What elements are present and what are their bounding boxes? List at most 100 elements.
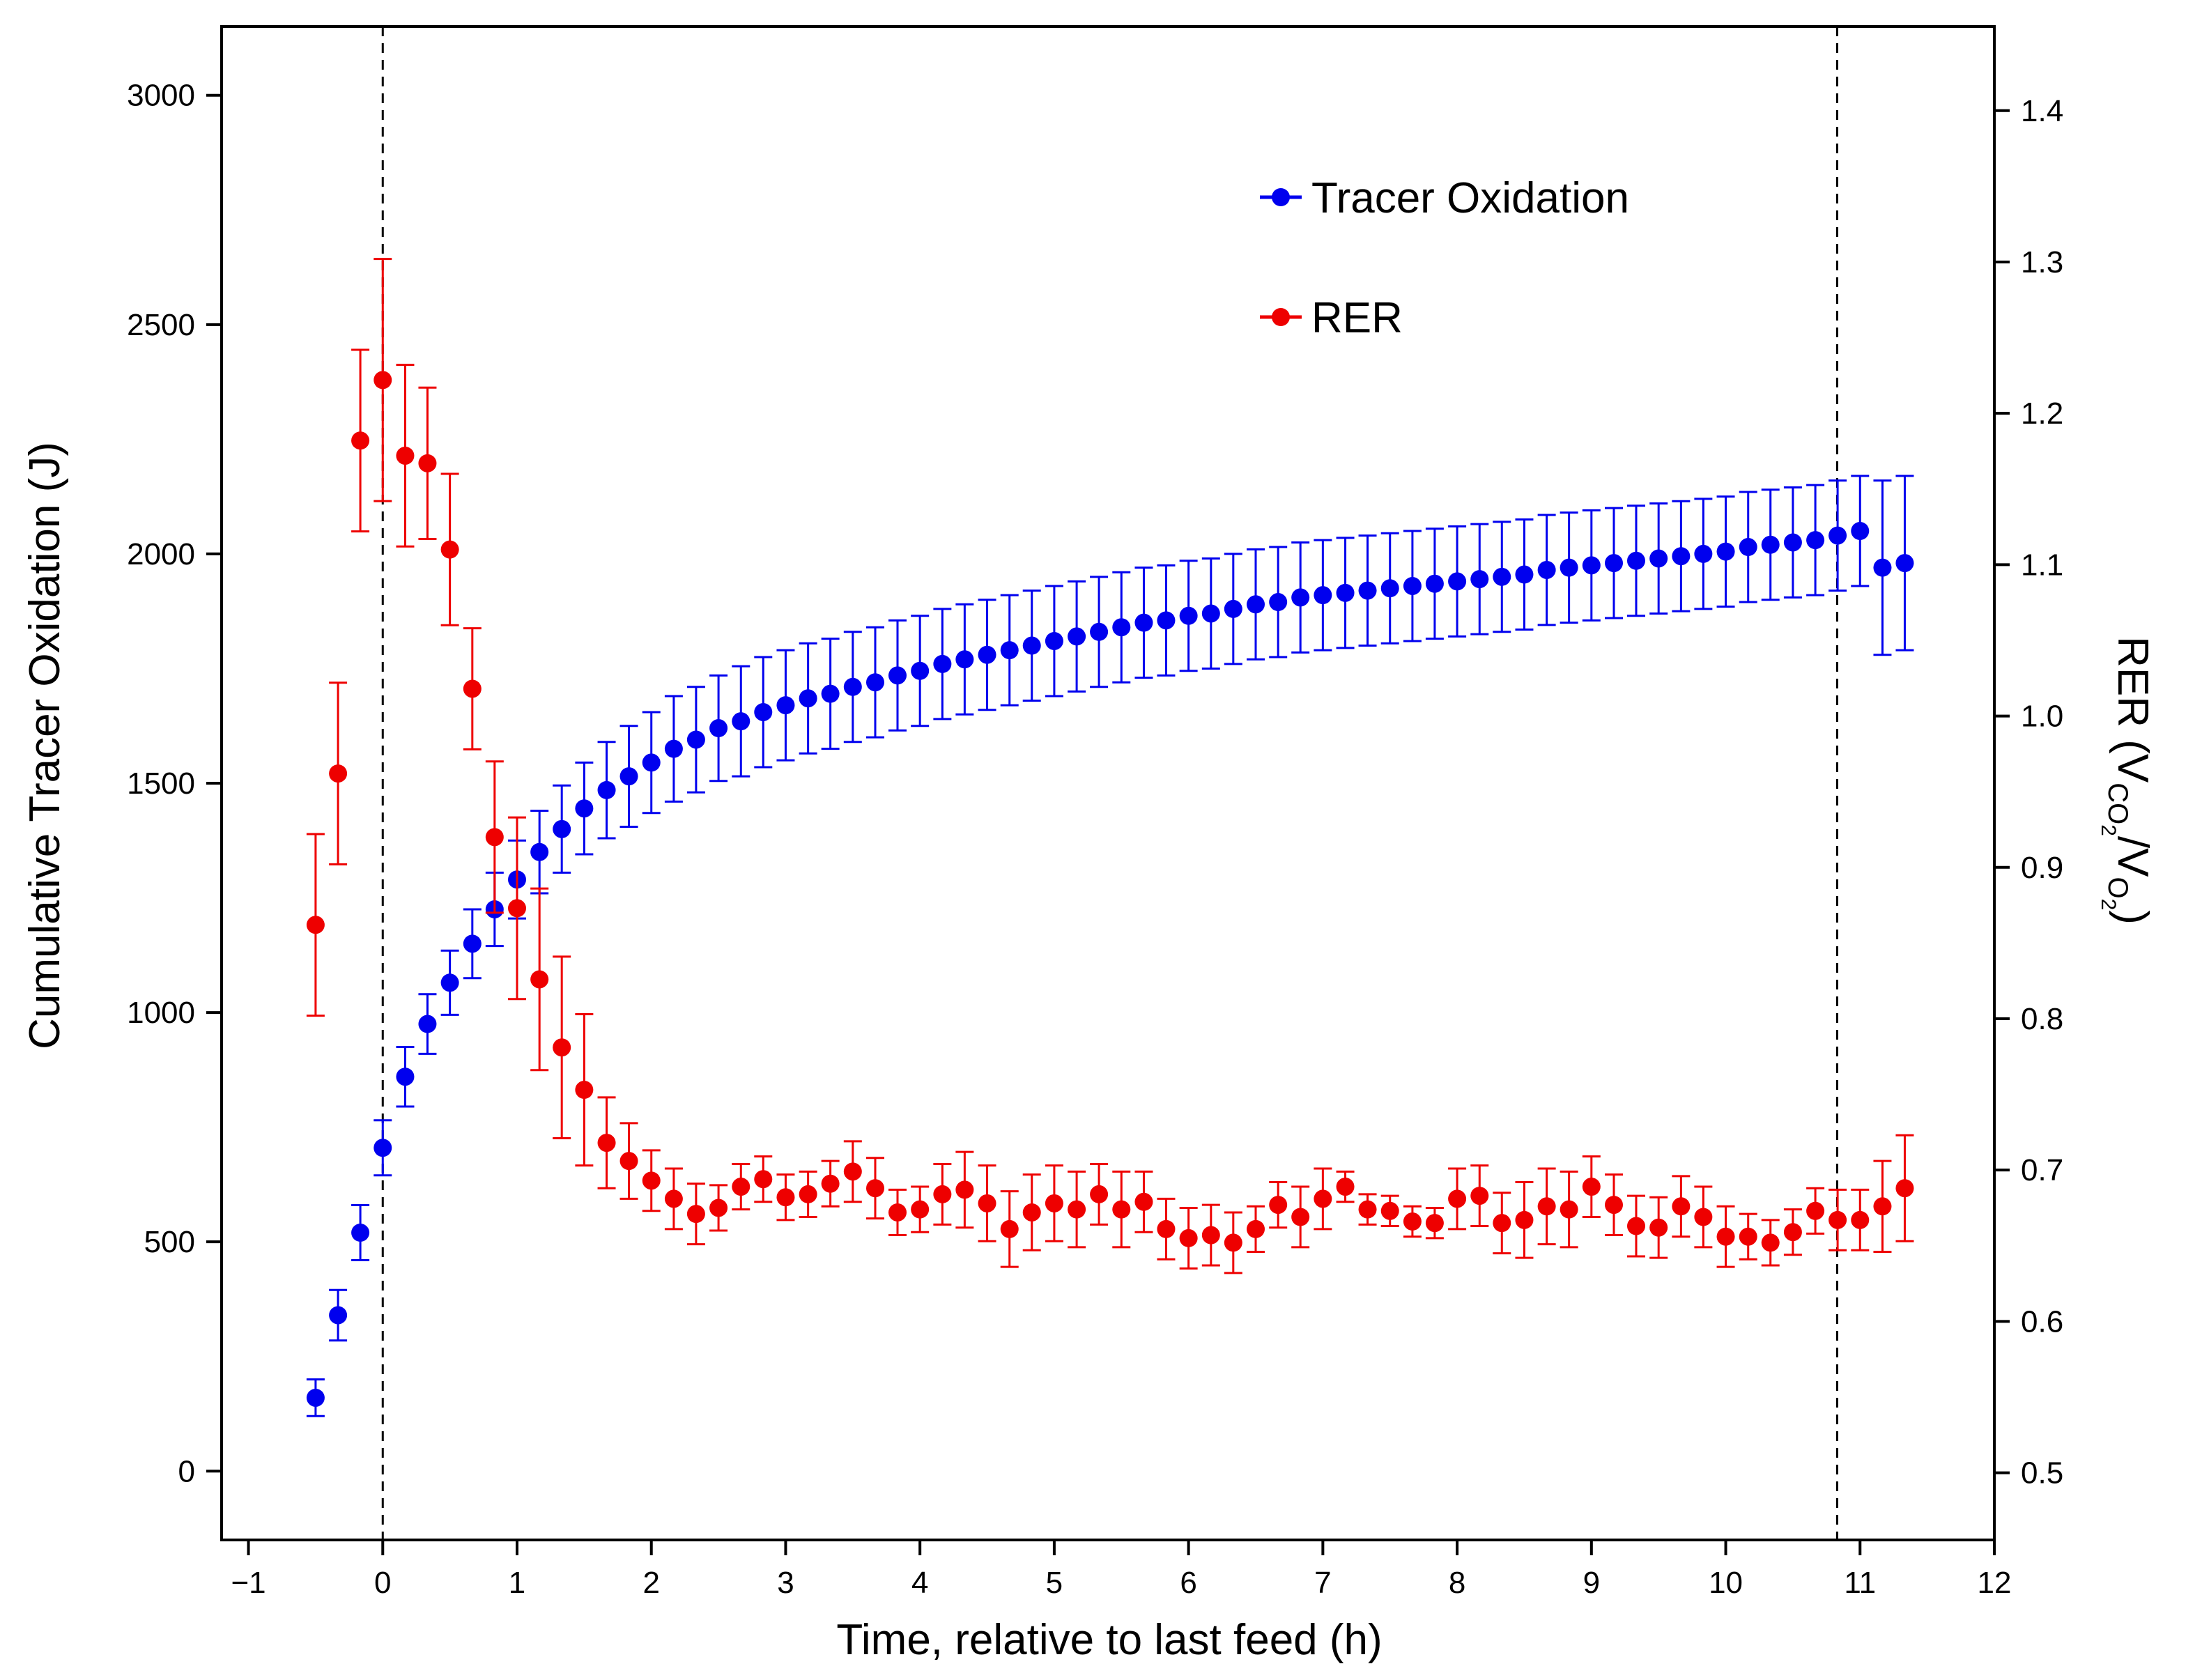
data-point: [1157, 1219, 1176, 1238]
series-rer: [306, 258, 1914, 1274]
y-left-tick-label: 2500: [127, 308, 195, 342]
data-point: [553, 1038, 571, 1057]
x-tick-label: −1: [231, 1566, 265, 1600]
data-point: [1626, 551, 1645, 570]
data-point: [911, 661, 930, 680]
x-tick-label: 2: [642, 1566, 659, 1600]
y-right-tick-label: 1.0: [2021, 700, 2063, 734]
data-point: [1291, 1208, 1310, 1226]
y-left-tick-label: 2000: [127, 537, 195, 571]
data-point: [1515, 565, 1534, 584]
data-point: [1493, 1214, 1511, 1233]
data-point: [754, 702, 773, 721]
data-point: [754, 1170, 773, 1189]
data-point: [686, 730, 705, 749]
data-point: [1358, 1200, 1377, 1219]
svg-text:RER (VCO2/VO2): RER (VCO2/VO2): [2097, 636, 2157, 925]
y-right-tick-label: 1.4: [2021, 94, 2063, 128]
data-point: [1448, 572, 1467, 591]
data-point: [776, 696, 795, 715]
x-tick-label: 0: [374, 1566, 391, 1600]
x-tick-label: 12: [1978, 1566, 2012, 1600]
vo2-v: V: [2109, 848, 2157, 877]
data-point: [1806, 1201, 1825, 1220]
data-point: [1716, 1227, 1735, 1246]
data-point: [642, 753, 661, 772]
data-point: [1314, 586, 1332, 605]
vco2-sub: CO: [2102, 783, 2133, 824]
data-point: [575, 799, 594, 818]
data-point: [888, 1203, 907, 1222]
data-point: [1380, 579, 1399, 598]
data-point: [1537, 560, 1556, 579]
data-point: [1895, 1179, 1914, 1198]
data-point: [1380, 1201, 1399, 1220]
y-right-tick-label: 0.7: [2021, 1153, 2063, 1187]
data-point: [978, 645, 996, 664]
data-point: [776, 1188, 795, 1207]
data-point: [1045, 631, 1063, 650]
data-point: [1672, 547, 1691, 566]
vo2-subsub: 2: [2097, 899, 2120, 911]
y-left-tick-label: 1000: [127, 996, 195, 1030]
y-left-tick-label: 1500: [127, 766, 195, 801]
data-point: [1224, 599, 1242, 618]
rer-label-slash: /: [2109, 836, 2157, 849]
data-point: [1761, 1233, 1780, 1252]
x-tick-label: 3: [777, 1566, 794, 1600]
data-point: [1179, 1228, 1198, 1247]
x-tick-label: 10: [1709, 1566, 1743, 1600]
data-point: [1425, 1214, 1444, 1233]
data-point: [1201, 1226, 1220, 1244]
y-left-tick-label: 500: [144, 1225, 195, 1259]
data-point: [1761, 535, 1780, 554]
data-point: [1045, 1194, 1063, 1212]
data-point: [418, 1015, 437, 1033]
data-point: [1134, 1192, 1153, 1211]
data-point: [329, 764, 348, 783]
data-point: [1068, 627, 1086, 646]
vco2-v: V: [2109, 754, 2157, 783]
data-point: [1828, 1210, 1847, 1229]
data-point: [1179, 606, 1198, 625]
data-point: [485, 828, 504, 847]
y-right-tick-label: 0.5: [2021, 1456, 2063, 1490]
data-point: [396, 446, 415, 465]
data-point: [1448, 1189, 1467, 1208]
y-right-tick-label: 0.6: [2021, 1304, 2063, 1339]
data-point: [1739, 538, 1757, 557]
data-point: [1336, 1178, 1355, 1196]
data-point: [732, 712, 750, 731]
data-point: [1873, 558, 1892, 577]
data-point: [463, 679, 482, 698]
y-left-tick-label: 0: [178, 1454, 195, 1488]
rer-label-suffix: ): [2109, 910, 2157, 925]
data-point: [1895, 554, 1914, 573]
series-tracer-oxidation: [306, 475, 1914, 1417]
data-point: [619, 1152, 638, 1171]
data-point: [1112, 618, 1131, 637]
data-point: [1247, 1219, 1265, 1238]
axes-layer: −1 0 1 2 3 4 5 6 7 8 9 10 11 120500100015002000250030…: [127, 25, 2063, 1600]
data-point: [843, 677, 862, 696]
data-point: [597, 780, 616, 799]
data-point: [1560, 558, 1578, 577]
data-point: [1649, 549, 1668, 568]
data-point: [1022, 636, 1041, 655]
data-point: [1605, 1196, 1624, 1215]
data-point: [664, 739, 683, 758]
data-point: [374, 371, 392, 390]
data-point: [1470, 1187, 1489, 1205]
data-point: [1851, 522, 1870, 540]
data-point: [1336, 583, 1355, 602]
x-axis-title: Time, relative to last feed (h): [836, 1616, 1382, 1664]
data-point: [329, 1306, 348, 1325]
data-point: [1157, 611, 1176, 630]
data-point: [1783, 1223, 1802, 1242]
data-point: [799, 689, 817, 708]
data-point: [351, 1224, 370, 1242]
y-right-tick-label: 1.3: [2021, 245, 2063, 279]
data-point: [1694, 1208, 1713, 1226]
y-left-axis-title: Cumulative Tracer Oxidation (J): [21, 442, 69, 1049]
